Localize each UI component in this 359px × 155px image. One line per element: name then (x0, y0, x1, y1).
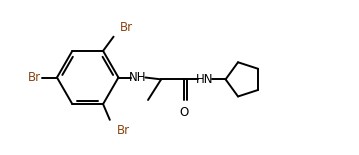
Text: Br: Br (28, 71, 41, 84)
Text: Br: Br (120, 21, 134, 34)
Text: Br: Br (117, 124, 130, 137)
Text: O: O (180, 106, 189, 119)
Text: NH: NH (129, 71, 147, 84)
Text: HN: HN (196, 73, 214, 86)
